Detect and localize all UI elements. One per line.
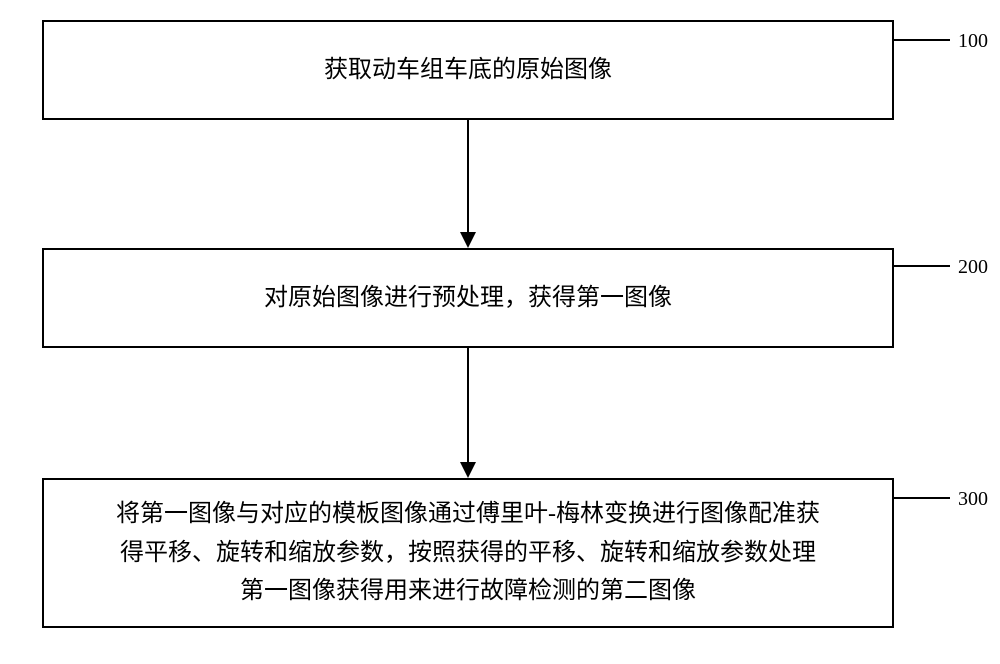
box-1-text: 获取动车组车底的原始图像	[324, 51, 612, 89]
box-2-label-line	[894, 265, 950, 267]
box-2-text: 对原始图像进行预处理，获得第一图像	[264, 279, 672, 317]
flowchart-box-3: 将第一图像与对应的模板图像通过傅里叶-梅林变换进行图像配准获得平移、旋转和缩放参…	[42, 478, 894, 628]
box-1-label: 100	[958, 30, 988, 53]
flowchart-container: 获取动车组车底的原始图像 100 对原始图像进行预处理，获得第一图像 200 将…	[0, 0, 1000, 664]
box-3-label: 300	[958, 488, 988, 511]
box-3-label-line	[894, 497, 950, 499]
flowchart-box-1: 获取动车组车底的原始图像	[42, 20, 894, 120]
arrow-1-head	[460, 232, 476, 248]
box-2-label: 200	[958, 256, 988, 279]
arrow-2-head	[460, 462, 476, 478]
box-3-text: 将第一图像与对应的模板图像通过傅里叶-梅林变换进行图像配准获得平移、旋转和缩放参…	[116, 495, 820, 610]
flowchart-box-2: 对原始图像进行预处理，获得第一图像	[42, 248, 894, 348]
arrow-2-line	[467, 348, 469, 462]
box-1-label-line	[894, 39, 950, 41]
arrow-1-line	[467, 120, 469, 232]
